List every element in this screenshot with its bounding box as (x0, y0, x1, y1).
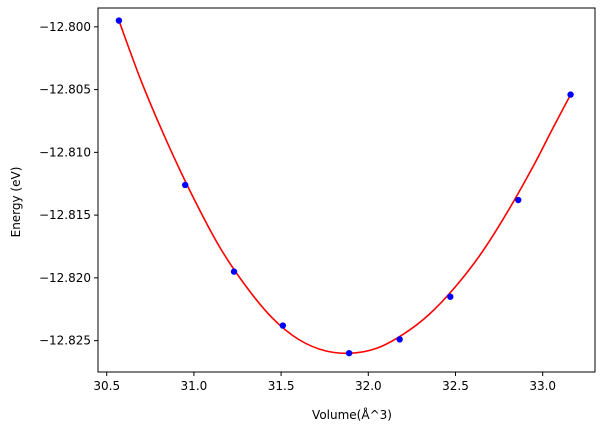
data-point (230, 268, 238, 275)
x-tick-label: 32.0 (355, 379, 382, 393)
x-axis-label: Volume(Å^3) (312, 407, 392, 422)
y-tick-label: −12.800 (39, 20, 91, 34)
y-tick-label: −12.815 (39, 208, 91, 222)
x-tick-label: 33.0 (529, 379, 556, 393)
plot-area (115, 17, 574, 357)
y-tick-label: −12.810 (39, 145, 91, 159)
data-point (515, 196, 522, 204)
x-tick-label: 30.5 (93, 379, 120, 393)
data-point (447, 293, 454, 300)
y-tick-label: −12.825 (39, 334, 91, 348)
plot-frame (97, 7, 596, 373)
x-tick-label: 31.5 (268, 379, 295, 393)
y-tick-label: −12.820 (39, 271, 91, 285)
data-point (345, 349, 353, 357)
data-point (115, 17, 123, 24)
y-axis-label: Energy (eV) (9, 167, 23, 238)
data-point (396, 336, 403, 343)
data-point (181, 181, 189, 189)
data-point (279, 322, 287, 329)
data-point (567, 91, 574, 98)
axes: 30.5 31.0 31.5 32.0 32.5 33.0 −12.800 −12.805 −1… (39, 7, 596, 393)
y-tick-label: −12.805 (39, 83, 91, 97)
x-tick-label: 32.5 (442, 379, 469, 393)
x-tick-label: 31.0 (181, 379, 208, 393)
